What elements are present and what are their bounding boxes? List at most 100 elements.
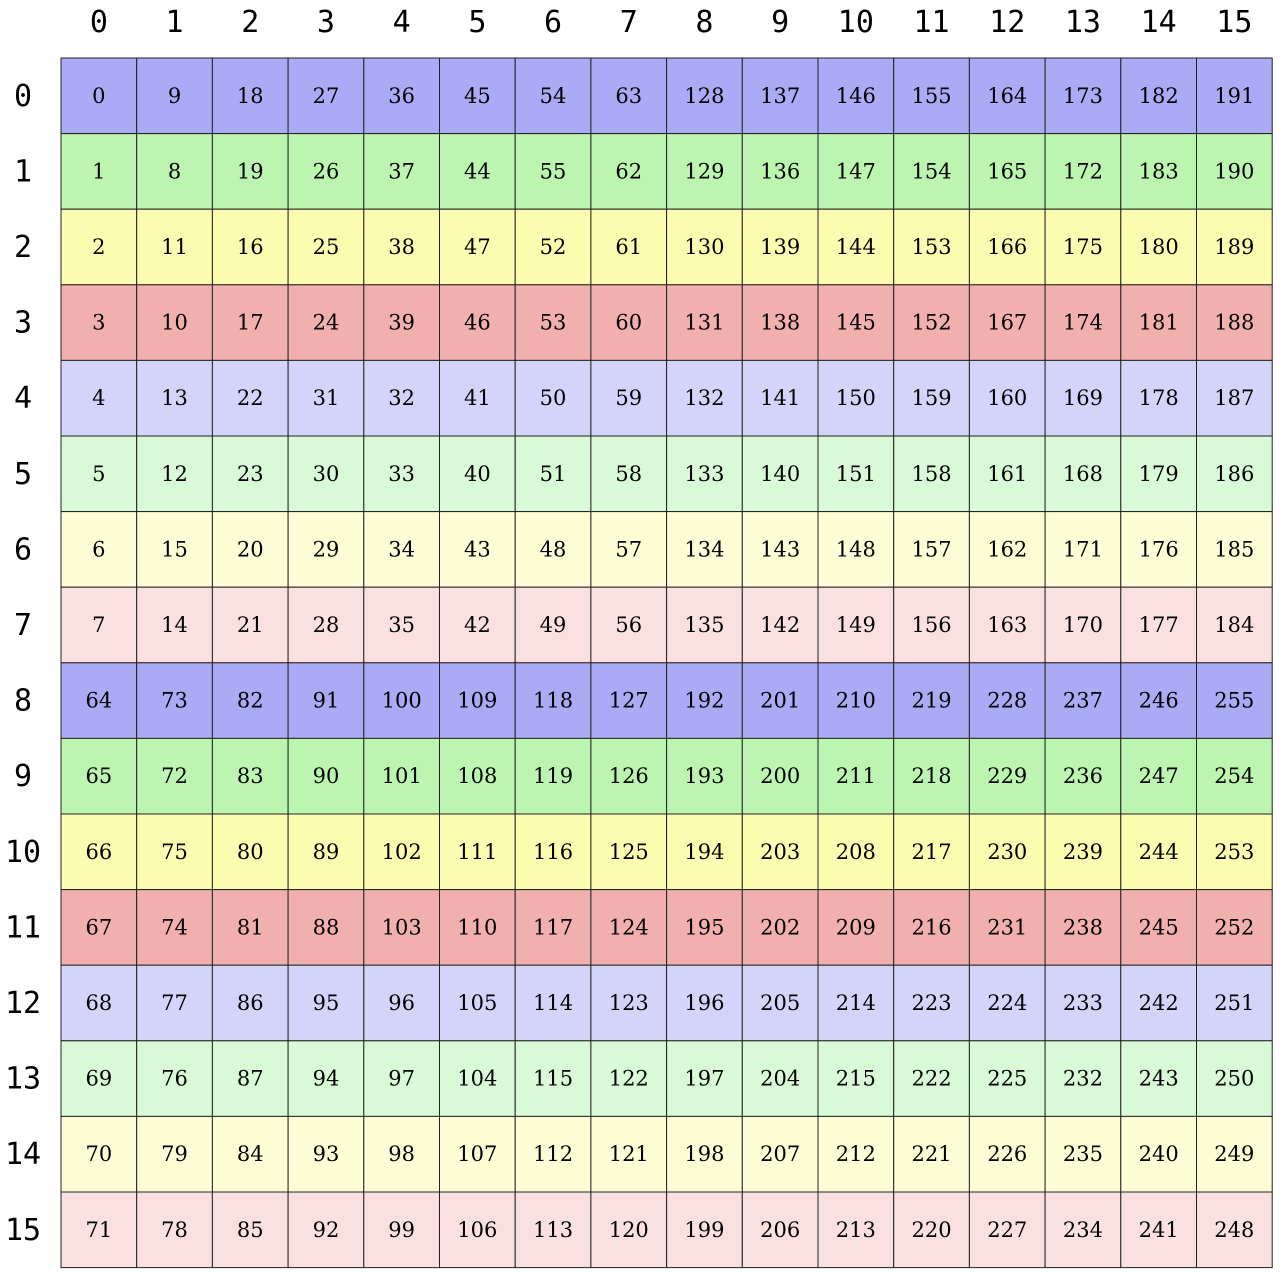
cell-background (590, 1115, 668, 1193)
cell-value: 60 (615, 311, 642, 335)
cell-value: 127 (609, 689, 649, 713)
grid-cell: 254 (1196, 737, 1273, 815)
cell-background (817, 359, 895, 437)
cell-value: 217 (912, 840, 952, 864)
cell-background (741, 57, 819, 135)
cell-background (1196, 586, 1273, 664)
cell-value: 183 (1139, 159, 1179, 183)
grid-cell: 121 (590, 1115, 668, 1193)
cell-background (439, 662, 516, 739)
grid-cell: 206 (741, 1191, 819, 1269)
cell-value: 191 (1214, 84, 1254, 108)
cell-value: 245 (1139, 915, 1179, 939)
cell-background (741, 586, 819, 664)
grid-cell: 5 (60, 435, 138, 513)
cell-background (60, 813, 138, 891)
cell-background (211, 284, 289, 361)
cell-value: 113 (533, 1218, 573, 1242)
grid-cell: 107 (439, 1115, 516, 1193)
cell-background (1196, 435, 1273, 513)
cell-background (60, 889, 138, 966)
grid-cell: 118 (514, 662, 592, 739)
grid-cell: 112 (514, 1115, 592, 1193)
cell-background (136, 662, 213, 739)
cell-value: 207 (760, 1142, 800, 1166)
cell-value: 221 (912, 1142, 952, 1166)
cell-value: 99 (388, 1218, 415, 1242)
cell-value: 181 (1139, 311, 1179, 335)
cell-background (1044, 737, 1122, 815)
cell-background (60, 662, 138, 739)
cell-background (211, 737, 289, 815)
column-labels: 0 1 2 3 4 5 6 7 8 9 10 11 12 13 14 15 (90, 5, 1253, 40)
grid-cell: 74 (136, 889, 213, 966)
cell-value: 233 (1063, 991, 1103, 1015)
cell-value: 120 (609, 1218, 649, 1242)
grid-cell: 113 (514, 1191, 592, 1269)
cell-background (1044, 435, 1122, 513)
grid-cell: 255 (1196, 662, 1273, 739)
grid-cell: 71 (60, 1191, 138, 1269)
cell-background (136, 1115, 213, 1193)
cell-value: 37 (388, 159, 415, 183)
cell-value: 231 (987, 915, 1027, 939)
cell-value: 86 (237, 991, 264, 1015)
cell-value: 61 (615, 235, 642, 259)
cell-value: 144 (836, 235, 876, 259)
cell-value: 125 (609, 840, 649, 864)
grid-cell: 17 (211, 284, 289, 361)
grid-cell: 166 (968, 208, 1046, 286)
cell-background (1044, 586, 1122, 664)
cell-value: 130 (684, 235, 724, 259)
grid-cell: 185 (1196, 511, 1273, 588)
cell-background (211, 586, 289, 664)
cell-background (287, 435, 365, 513)
cell-background (514, 586, 592, 664)
grid-cell: 42 (439, 586, 516, 664)
grid-cell: 58 (590, 435, 668, 513)
column-label-11: 11 (913, 5, 949, 40)
cell-value: 195 (684, 915, 724, 939)
grid-cell: 237 (1044, 662, 1122, 739)
cell-background (666, 1040, 743, 1117)
cell-value: 5 (92, 462, 105, 486)
cell-value: 219 (912, 689, 952, 713)
cell-value: 152 (912, 311, 952, 335)
grid-cell: 63 (590, 57, 668, 135)
cell-background (590, 359, 668, 437)
cell-background (968, 1115, 1046, 1193)
grid-cell: 96 (363, 964, 440, 1042)
cell-value: 9 (168, 84, 181, 108)
cell-value: 105 (457, 991, 497, 1015)
cell-value: 0 (92, 84, 105, 108)
grid-cell: 90 (287, 737, 365, 815)
cell-background (211, 57, 289, 135)
cell-value: 93 (313, 1142, 340, 1166)
grid-cell: 132 (666, 359, 743, 437)
cell-value: 243 (1139, 1067, 1179, 1091)
cell-background (1196, 1040, 1273, 1117)
cell-value: 31 (313, 386, 340, 410)
cell-value: 112 (533, 1142, 573, 1166)
cell-value: 169 (1063, 386, 1103, 410)
cell-value: 126 (609, 764, 649, 788)
cell-background (514, 133, 592, 210)
cell-value: 131 (684, 311, 724, 335)
grid-cell: 138 (741, 284, 819, 361)
grid-cell: 201 (741, 662, 819, 739)
cell-value: 232 (1063, 1067, 1103, 1091)
cell-background (363, 1191, 440, 1269)
grid-cell: 66 (60, 813, 138, 891)
cell-value: 117 (533, 915, 573, 939)
cell-value: 163 (987, 613, 1027, 637)
grid-cell: 1 (60, 133, 138, 210)
grid-cell: 134 (666, 511, 743, 588)
grid-cell: 117 (514, 889, 592, 966)
cell-background (1196, 964, 1273, 1042)
cell-value: 57 (615, 537, 642, 561)
grid-cell: 230 (968, 813, 1046, 891)
cell-value: 205 (760, 991, 800, 1015)
cell-background (1044, 1191, 1122, 1269)
cell-value: 237 (1063, 689, 1103, 713)
cell-background (60, 1115, 138, 1193)
